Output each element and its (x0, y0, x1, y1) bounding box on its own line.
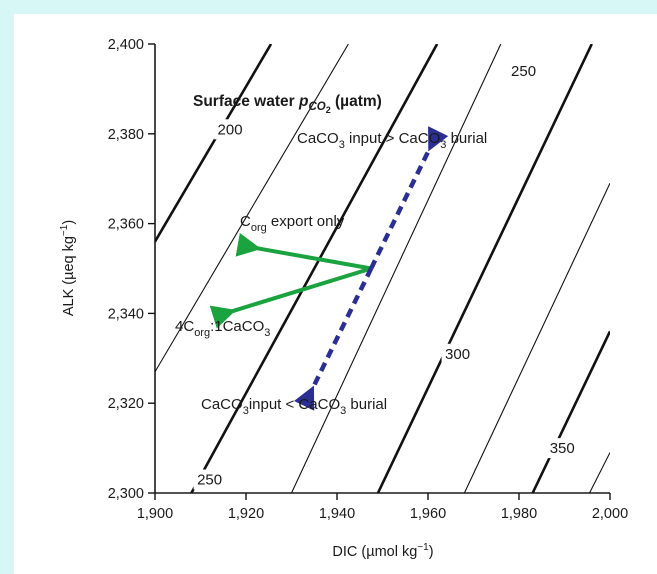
corg-export-arrow (235, 232, 372, 271)
caco3-greater-label: CaCO3 input > CaCO3 burial (297, 130, 487, 151)
corg-export-label: Corg export only (240, 213, 345, 234)
x-tick-label: 1,900 (137, 506, 173, 522)
pco2-isoline (155, 44, 349, 373)
x-tick-label: 2,000 (592, 506, 628, 522)
pco2-isoline (291, 44, 502, 493)
y-tick-label: 2,380 (108, 127, 144, 143)
x-axis-title: DIC (µmol kg−1) (332, 542, 433, 560)
y-tick-label: 2,320 (108, 396, 144, 412)
caco3-input-less-arrow (293, 267, 374, 411)
caco3-less-label: CaCO3input < CaCO3 burial (201, 396, 387, 417)
pco2-isoline (589, 452, 610, 493)
y-tick-label: 2,400 (108, 37, 144, 53)
caco3-input-greater-arrow (369, 126, 449, 270)
y-tick-label: 2,300 (108, 486, 144, 502)
x-tick-label: 1,960 (410, 506, 446, 522)
pco2-isoline (376, 44, 593, 493)
chart-panel (14, 14, 657, 574)
pco2-isoline (463, 182, 610, 493)
x-tick-label: 1,980 (501, 506, 537, 522)
y-tick-label: 2,340 (108, 306, 144, 322)
isoline-label-backdrop (193, 469, 226, 490)
isoline-label: 250 (197, 472, 222, 489)
four-corg-label: 4Corg:1CaCO3 (175, 318, 270, 339)
4corg-caco3-arrow (209, 266, 372, 329)
y-axis-title: ALK (µeq kg−1) (59, 220, 77, 316)
isoline-label: 300 (445, 346, 470, 363)
pco2-isoline (155, 44, 273, 243)
isoline-label-backdrop (507, 60, 540, 81)
isoline-label-backdrop (214, 119, 247, 140)
chart-title: Surface water pCO2 (µatm) (193, 93, 382, 115)
isoline-label: 250 (511, 63, 536, 80)
pco2-isoline (190, 44, 439, 493)
pco2-isoline (531, 330, 610, 493)
isoline-label: 350 (550, 440, 575, 457)
x-tick-label: 1,920 (228, 506, 264, 522)
x-tick-label: 1,940 (319, 506, 355, 522)
y-tick-label: 2,360 (108, 217, 144, 233)
isoline-label: 200 (218, 121, 243, 138)
isoline-label-backdrop (546, 438, 579, 459)
isoline-label-backdrop (441, 343, 474, 364)
